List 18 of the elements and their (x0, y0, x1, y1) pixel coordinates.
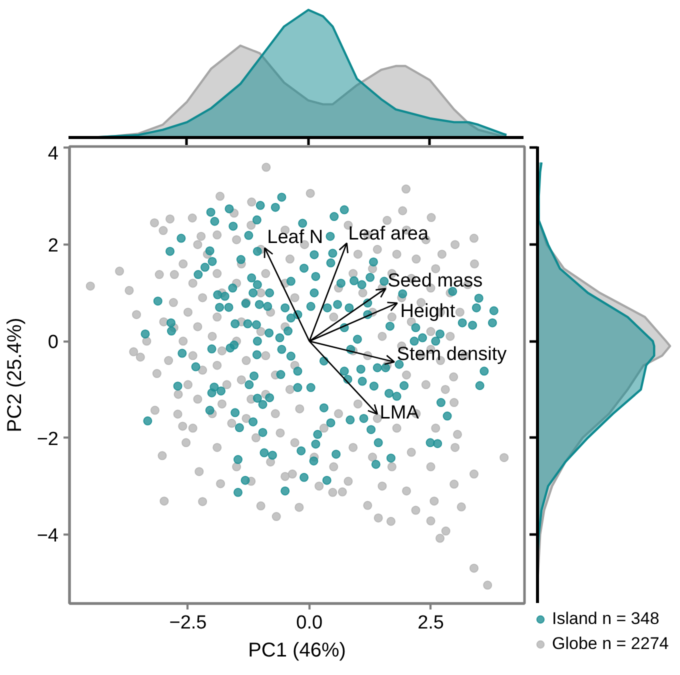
y-tick-label: 4 (48, 144, 59, 164)
y-tick-label: −2 (36, 428, 59, 450)
annotation: Seed mass (388, 270, 483, 292)
y-axis-title: PC2 (25.4%) (4, 318, 26, 432)
x-axis-title: PC1 (46%) (248, 640, 346, 662)
y-tick-label: 2 (48, 236, 59, 257)
legend-label: Island n = 348 (552, 609, 660, 629)
annotation: Leaf N (267, 226, 324, 248)
legend-label: Globe n = 2274 (552, 634, 669, 654)
y-tick-label: 0 (48, 332, 59, 354)
x-tick-label: 2.5 (418, 612, 444, 634)
x-tick-label: −2.5 (169, 612, 207, 634)
annotation: Stem density (396, 344, 508, 366)
y-tick-label: −4 (36, 525, 59, 546)
annotation: Height (400, 301, 456, 322)
annotation: LMA (380, 402, 420, 424)
x-tick-label: 0.0 (296, 612, 323, 634)
annotation: Leaf area (348, 223, 429, 244)
